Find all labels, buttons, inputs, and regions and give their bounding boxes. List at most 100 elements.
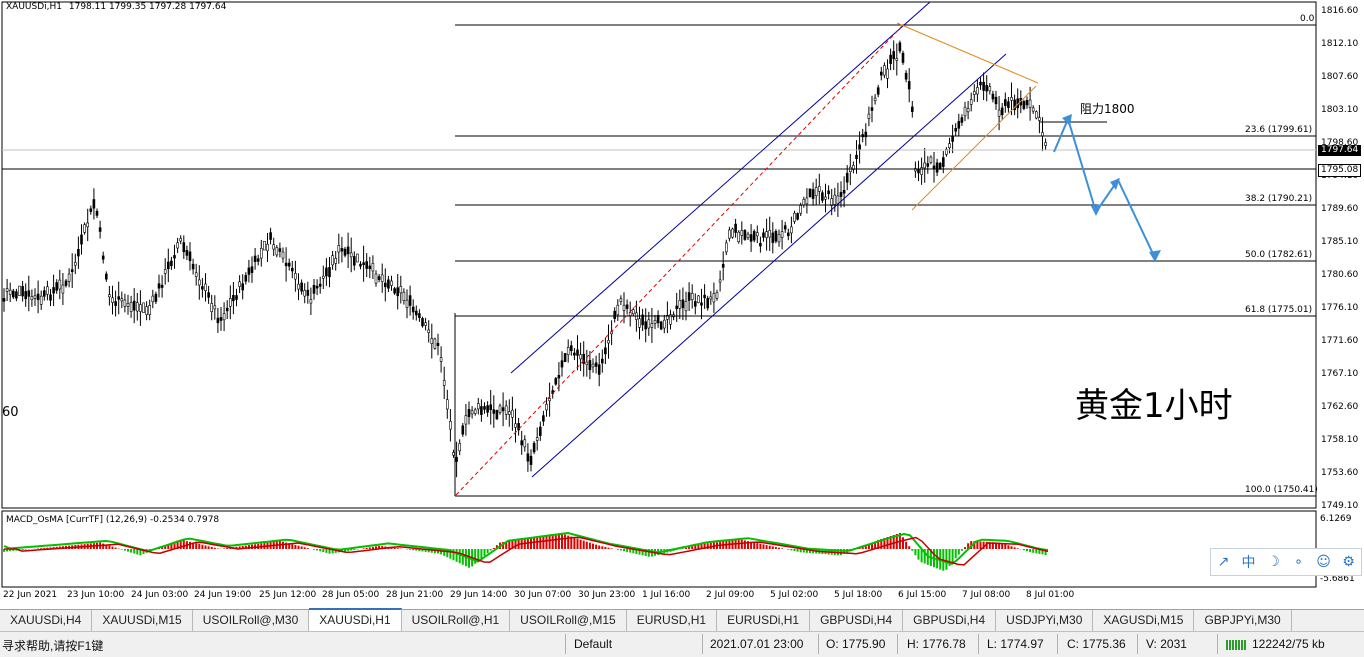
candle-body: [180, 239, 182, 242]
candle-body: [778, 234, 780, 242]
candle-body: [170, 261, 172, 266]
candle-body: [815, 188, 817, 196]
macd-bar: [555, 534, 557, 549]
candle-body: [722, 264, 724, 267]
tab-usoilroll-m30[interactable]: USOILRoll@,M30: [193, 610, 310, 632]
candle-body: [558, 375, 560, 378]
tab-gbpusdi-h4[interactable]: GBPUSDi,H4: [810, 610, 903, 632]
macd-bar: [22, 549, 24, 550]
time-axis-label: 29 Jun 14:00: [450, 590, 507, 601]
tab-xagusdi-m15[interactable]: XAGUSDi,M15: [1093, 610, 1194, 632]
indicator-title: MACD_OsMA [CurrTF] (12,26,9) -0.2534 0.7…: [6, 515, 219, 526]
candle-body: [608, 340, 610, 343]
tab-gbpusdi-h4[interactable]: GBPUSDi,H4: [903, 610, 996, 632]
candle-body: [22, 286, 24, 296]
candle-body: [198, 280, 200, 285]
candle-body: [970, 100, 972, 105]
resistance-label: 阻力1800: [1080, 102, 1135, 116]
macd-bar: [394, 548, 396, 549]
macd-bar: [108, 546, 110, 549]
macd-bar: [744, 540, 746, 549]
candle-body: [487, 406, 489, 413]
candle-body: [964, 107, 966, 116]
candle-body: [924, 163, 926, 168]
candle-body: [713, 294, 715, 303]
candle-body: [617, 305, 619, 315]
candle-body: [434, 339, 436, 348]
candle-body: [242, 284, 244, 290]
macd-bar: [536, 537, 538, 549]
candle-body: [456, 457, 458, 461]
candle-body: [363, 263, 365, 265]
candle-body: [146, 307, 148, 315]
macd-bar: [363, 548, 365, 549]
user-icon[interactable]: ☺: [1315, 554, 1333, 570]
status-open: O: 1775.90: [826, 637, 885, 651]
macd-bar: [121, 549, 123, 550]
candle-body: [366, 262, 368, 269]
candle-body: [1007, 102, 1009, 108]
candle-body: [400, 286, 402, 293]
macd-bar: [781, 548, 783, 549]
price-axis-label: 1807.60: [1321, 72, 1358, 83]
candle-body: [580, 355, 582, 359]
candle-body: [859, 145, 861, 151]
macd-bar: [794, 549, 796, 551]
candle-body: [192, 264, 194, 269]
candle-body: [50, 295, 52, 301]
candle-body: [260, 248, 262, 258]
macd-bar: [412, 549, 414, 550]
candle-body: [449, 421, 451, 429]
candle-body: [350, 253, 352, 257]
macd-bar: [459, 549, 461, 563]
candle-body: [37, 294, 39, 300]
tab-xauusdi-m15[interactable]: XAUUSDi,M15: [92, 610, 192, 632]
macd-bar: [759, 544, 761, 549]
time-axis-label: 5 Jul 02:00: [770, 590, 818, 601]
candle-body: [298, 284, 300, 289]
macd-bar: [136, 549, 138, 555]
candle-body: [288, 263, 290, 266]
macd-bar: [542, 536, 544, 549]
tab-xauusdi-h1[interactable]: XAUUSDi,H1: [309, 608, 401, 632]
candle-body: [347, 247, 349, 254]
candle-body: [310, 300, 312, 304]
macd-bar: [598, 546, 600, 550]
macd-bar: [604, 547, 606, 549]
candle-body: [728, 230, 730, 238]
candle-body: [759, 243, 761, 246]
macd-bar: [493, 548, 495, 549]
candle-body: [276, 247, 278, 255]
tab-usoilroll-m15[interactable]: USOILRoll@,M15: [510, 610, 627, 632]
candle-body: [989, 87, 991, 91]
status-bar: 寻求帮助,请按F1键 Default 2021.07.01 23:00 O: 1…: [0, 631, 1364, 657]
tab-eurusdi-h1[interactable]: EURUSDi,H1: [717, 610, 810, 632]
dots-icon[interactable]: ∘: [1290, 554, 1308, 570]
candle-body: [952, 136, 954, 141]
candle-body: [1004, 100, 1006, 106]
candle-body: [800, 206, 802, 214]
candle-body: [273, 245, 275, 249]
tab-usoilroll-h1[interactable]: USOILRoll@,H1: [402, 610, 511, 632]
macd-bar: [608, 548, 610, 549]
gear-icon[interactable]: ⚙: [1340, 554, 1358, 570]
tab-gbpjpyi-m30[interactable]: GBPJPYi,M30: [1194, 610, 1291, 632]
chart-icon[interactable]: ↗: [1215, 554, 1233, 570]
candle-body: [648, 320, 650, 328]
tab-xauusdi-h4[interactable]: XAUUSDi,H4: [0, 610, 92, 632]
candle-body: [381, 275, 383, 282]
tab-usdjpyi-m30[interactable]: USDJPYi,M30: [996, 610, 1093, 632]
candle-body: [270, 233, 272, 240]
candle-body: [918, 169, 920, 173]
candle-body: [676, 306, 678, 309]
candle-body: [313, 285, 315, 293]
candle-body: [474, 410, 476, 414]
candle-body: [43, 291, 45, 297]
fib-level-label: 0.0: [1300, 14, 1314, 25]
zhong-icon[interactable]: 中: [1240, 552, 1258, 572]
tab-eurusd-h1[interactable]: EURUSD,H1: [627, 610, 717, 632]
price-chart[interactable]: XAUUSDi,H1 1798.11 1799.35 1797.28 1797.…: [0, 0, 1364, 606]
macd-bar: [1029, 549, 1031, 552]
candle-body: [933, 166, 935, 169]
moon-icon[interactable]: ☽: [1265, 554, 1283, 570]
